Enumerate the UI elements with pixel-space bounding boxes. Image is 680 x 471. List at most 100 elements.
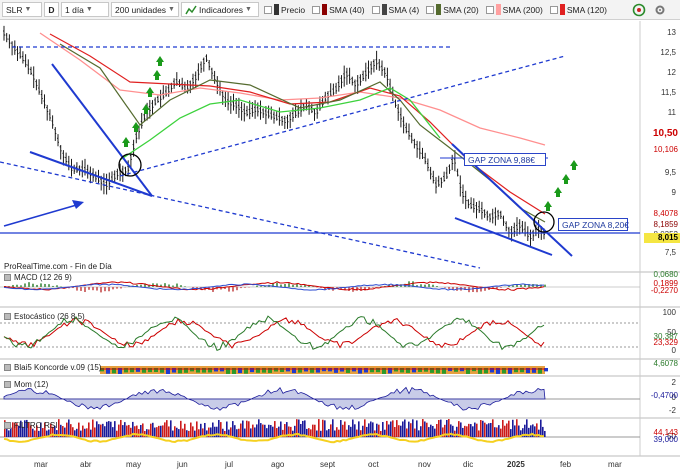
panel-toggle-icon[interactable] xyxy=(4,313,11,320)
gap-zone-lower-label: GAP ZONA 8,20€ xyxy=(558,218,629,231)
ticker-label: SLR xyxy=(6,4,23,15)
panel-toggle-icon[interactable] xyxy=(4,364,11,371)
series-color-swatch xyxy=(436,4,442,15)
panel-title-label: Mom (12) xyxy=(14,380,49,389)
panel-title[interactable]: MACD (12 26 9) xyxy=(4,273,72,282)
settings-icon[interactable] xyxy=(652,2,668,18)
price-badge: 8,4078 xyxy=(644,209,680,219)
ticker-selector[interactable]: SLR ▼ xyxy=(2,2,42,17)
price-axis-tick: 11,5 xyxy=(661,88,676,97)
calendar-period-button[interactable]: D xyxy=(44,2,59,17)
series-color-swatch xyxy=(274,4,279,15)
chevron-down-icon: ▼ xyxy=(168,6,175,13)
series-toggle[interactable]: SMA (120) xyxy=(547,2,610,17)
panel-value-badge: 0,1899 xyxy=(653,279,678,288)
interval-label: 1 día xyxy=(65,4,84,15)
checkbox-icon[interactable] xyxy=(485,5,494,14)
panel-title[interactable]: FILTRO RSI xyxy=(4,421,57,430)
buy-signal-arrow-icon xyxy=(156,56,164,66)
panel-title[interactable]: Blai5 Koncorde v.09 (15) xyxy=(4,363,101,372)
buy-signal-arrow-icon xyxy=(554,187,562,197)
checkbox-icon[interactable] xyxy=(426,5,435,14)
panel-toggle-icon[interactable] xyxy=(4,422,11,429)
series-color-swatch xyxy=(322,4,328,15)
price-badge: 10,106 xyxy=(644,145,680,155)
price-axis-tick: 11 xyxy=(667,108,676,117)
panel-title[interactable]: Mom (12) xyxy=(4,380,48,389)
date-axis-tick: mar xyxy=(608,460,622,469)
price-axis-tick: 12 xyxy=(667,68,676,77)
panel-value-badge: 39,000 xyxy=(653,435,678,444)
series-color-swatch xyxy=(495,4,501,15)
gap-zone-upper-label: GAP ZONA 9,88€ xyxy=(464,153,546,166)
panel-axis-tick: 100 xyxy=(662,308,676,317)
support-trendline-dashed xyxy=(0,161,481,269)
arrow-head-icon xyxy=(72,200,84,209)
buy-signal-arrow-icon xyxy=(544,201,552,211)
price-axis-tick: 13 xyxy=(667,28,676,37)
chevron-down-icon: ▼ xyxy=(244,6,252,13)
panel-toggle-icon[interactable] xyxy=(4,274,11,281)
panel-value-badge: 44,143 xyxy=(653,428,678,437)
panel-axis-tick: 0 xyxy=(671,393,676,402)
panel-title-label: Estocástico (26 8 5) xyxy=(14,312,85,321)
series-legend: Precio SMA (40) SMA (4) SMA (20) SMA (200) SM… xyxy=(261,2,610,17)
reversal-circle xyxy=(118,153,142,177)
series-toggle[interactable]: SMA (200) xyxy=(483,2,546,17)
series-toggle[interactable]: SMA (4) xyxy=(369,2,423,17)
date-axis-tick: may xyxy=(126,460,142,469)
panel-axis-tick: -2 xyxy=(668,406,676,415)
panel-value-badge: 0,0680 xyxy=(653,270,678,279)
stochastic-d-line xyxy=(3,317,545,349)
panel-toggle-icon[interactable] xyxy=(4,381,11,388)
series-label: SMA (120) xyxy=(566,4,607,15)
panel-axis-tick: 50 xyxy=(667,328,676,337)
buy-signal-arrow-icon xyxy=(132,122,140,132)
buy-signal-arrow-icon xyxy=(142,104,150,114)
series-label: SMA (200) xyxy=(502,4,543,15)
indicators-icon xyxy=(185,5,197,14)
date-axis-tick: nov xyxy=(418,460,431,469)
series-toggle[interactable]: SMA (20) xyxy=(423,2,481,17)
sma200-line xyxy=(39,32,546,146)
date-axis-tick: feb xyxy=(560,460,572,469)
series-color-swatch xyxy=(381,4,387,15)
panel-title-label: FILTRO RSI xyxy=(14,421,58,430)
stochastic-k-line xyxy=(3,315,545,351)
series-toggle[interactable]: SMA (40) xyxy=(309,2,367,17)
buy-signal-arrow-icon xyxy=(153,70,161,80)
price-axis-tick: 12,5 xyxy=(660,48,676,57)
panel-value-badge: -0,4700 xyxy=(650,391,678,400)
indicators-label: Indicadores xyxy=(199,4,243,15)
date-axis-tick: jul xyxy=(225,460,234,469)
series-label: SMA (4) xyxy=(388,4,420,15)
units-label: 200 unidades xyxy=(115,4,167,15)
checkbox-icon[interactable] xyxy=(371,5,380,14)
series-label: SMA (20) xyxy=(443,4,479,15)
series-toggle[interactable]: Precio xyxy=(261,2,308,17)
date-axis-tick: dic xyxy=(463,460,474,469)
checkbox-icon[interactable] xyxy=(264,5,272,14)
interval-selector[interactable]: 1 día ▼ xyxy=(61,2,109,17)
macd-line xyxy=(3,283,545,291)
price-badge: 10,50 xyxy=(644,128,680,140)
buy-signal-arrow-icon xyxy=(562,174,570,184)
panel-title[interactable]: Estocástico (26 8 5) xyxy=(4,312,85,321)
checkbox-icon[interactable] xyxy=(312,5,321,14)
sma20-line xyxy=(59,43,546,223)
price-axis-tick: 9,5 xyxy=(664,168,676,177)
panel-value-badge: 30,387 xyxy=(653,332,678,341)
series-label: SMA (40) xyxy=(329,4,365,15)
checkbox-icon[interactable] xyxy=(549,5,558,14)
refresh-icon[interactable] xyxy=(631,2,647,18)
units-selector[interactable]: 200 unidades ▼ xyxy=(111,2,179,17)
panel-title-label: MACD (12 26 9) xyxy=(14,273,72,282)
panel-value-badge: 23,329 xyxy=(653,338,678,347)
indicators-button[interactable]: Indicadores ▼ xyxy=(181,2,259,17)
date-axis-tick: 2025 xyxy=(507,460,525,469)
chevron-down-icon: ▼ xyxy=(85,6,93,13)
momentum-area xyxy=(3,386,546,411)
date-axis-tick: jun xyxy=(177,460,188,469)
channel-lower-line xyxy=(454,217,553,256)
